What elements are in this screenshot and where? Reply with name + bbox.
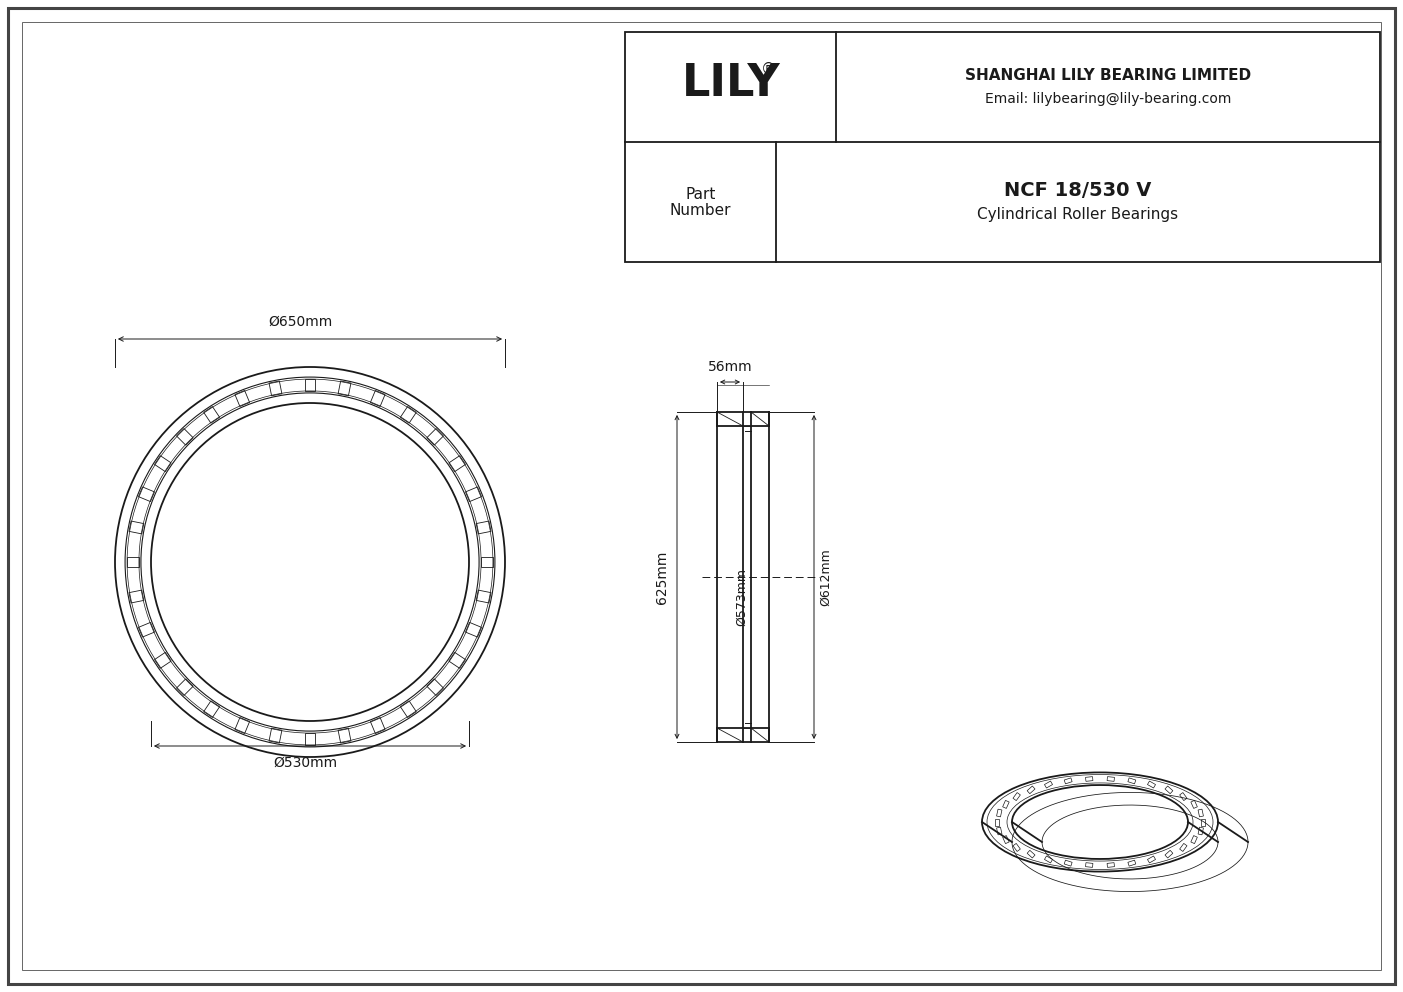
Bar [1003,835,1009,843]
Bar [1148,856,1156,863]
Text: LILY: LILY [682,62,780,105]
Text: Ø530mm: Ø530mm [274,756,337,770]
Bar [234,391,250,407]
Text: Ø612mm: Ø612mm [819,549,832,606]
Text: ®: ® [760,62,776,76]
Text: Cylindrical Roller Bearings: Cylindrical Roller Bearings [978,206,1179,221]
Bar [1107,777,1114,782]
Bar [1065,778,1072,784]
Bar [154,455,171,471]
Bar [996,809,1002,816]
Bar [1164,850,1173,858]
Bar [1180,793,1187,801]
Bar [466,622,481,637]
Bar [1128,778,1136,784]
Text: 625mm: 625mm [655,551,669,604]
Text: Ø573mm: Ø573mm [735,568,748,626]
Bar [996,827,1002,835]
Bar [1027,850,1035,858]
Bar [370,391,384,407]
Bar [177,429,194,445]
Bar [995,818,999,825]
Bar [476,590,491,603]
Bar [129,590,143,603]
Bar [476,521,491,534]
Bar [1086,863,1093,867]
Bar [1198,809,1204,816]
Text: Ø650mm: Ø650mm [268,315,333,329]
Bar [1065,860,1072,866]
Text: 56mm: 56mm [707,360,752,374]
Bar [1198,827,1204,835]
Bar [234,717,250,733]
Bar [177,679,194,695]
Bar [269,381,282,396]
Text: SHANGHAI LILY BEARING LIMITED: SHANGHAI LILY BEARING LIMITED [965,67,1251,82]
Bar [126,557,139,567]
Bar [1128,860,1136,866]
Bar [154,653,171,669]
Bar [338,381,351,396]
Bar [1013,793,1020,801]
Bar [427,429,443,445]
Bar [129,521,143,534]
Bar [449,653,466,669]
Bar [400,701,417,717]
Bar [480,557,494,567]
Bar [269,728,282,743]
Bar [449,455,466,471]
Bar [1013,843,1020,851]
Bar [427,679,443,695]
Text: NCF 18/530 V: NCF 18/530 V [1005,181,1152,199]
Bar [1107,863,1114,867]
Bar [139,487,154,502]
Bar [624,32,1381,262]
Bar [139,622,154,637]
Bar [370,717,384,733]
Bar [1086,777,1093,782]
Bar [304,379,316,392]
Bar [1180,843,1187,851]
Bar [1027,786,1035,794]
Bar [400,407,417,424]
Bar [1003,801,1009,808]
Bar [1191,835,1197,843]
Bar [1044,856,1052,863]
Bar [1201,818,1205,825]
Bar [338,728,351,743]
Bar [1164,786,1173,794]
Bar [304,732,316,746]
Bar [1191,801,1197,808]
Bar [203,407,220,424]
Bar [1148,781,1156,788]
Bar [203,701,220,717]
Bar [1044,781,1052,788]
Text: Part: Part [685,186,716,201]
Bar [466,487,481,502]
Text: Number: Number [669,202,731,217]
Text: Email: lilybearing@lily-bearing.com: Email: lilybearing@lily-bearing.com [985,92,1232,106]
